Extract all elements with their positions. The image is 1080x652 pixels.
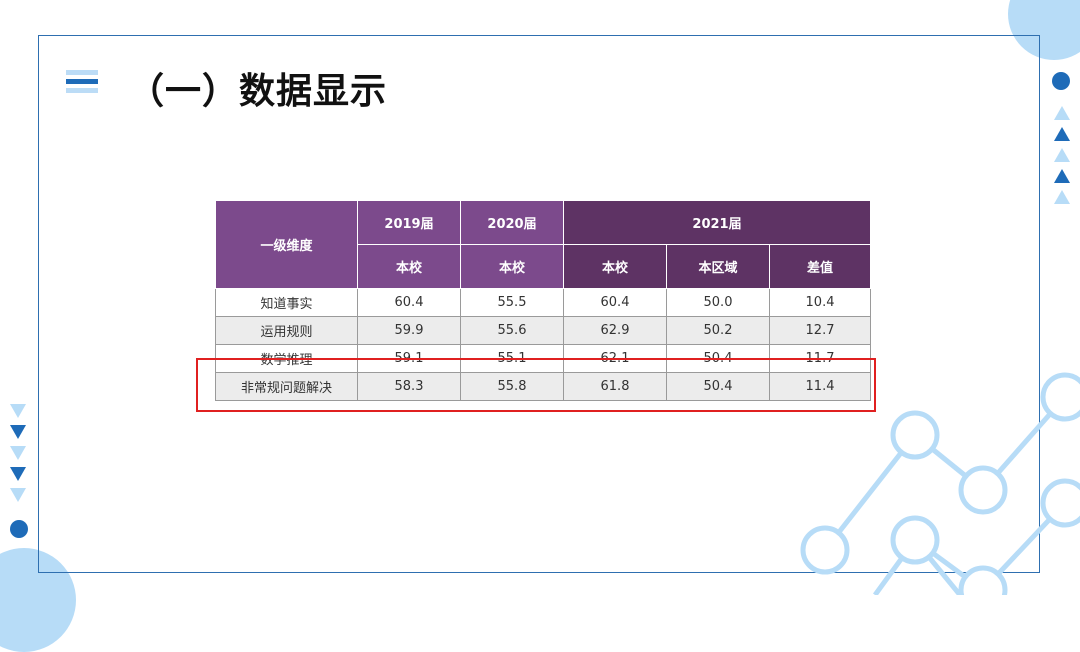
- header-year: 2021届: [562, 200, 872, 245]
- table-cell: 60.4: [563, 288, 667, 317]
- triangle-up-icon: [1054, 148, 1070, 162]
- triangle-down-icon: [10, 488, 26, 502]
- table-cell: 55.6: [460, 316, 564, 345]
- table-row: 知道事实 60.4 55.5 60.4 50.0 10.4: [215, 288, 872, 317]
- table-row: 运用规则 59.9 55.6 62.9 50.2 12.7: [215, 316, 872, 345]
- table-cell: 59.9: [357, 316, 461, 345]
- triangle-up-icon: [1054, 190, 1070, 204]
- table-cell: 50.2: [666, 316, 770, 345]
- triangle-down-icon: [10, 467, 26, 481]
- sub-header: 本区域: [666, 244, 770, 289]
- page-title: （一）数据显示: [128, 70, 388, 112]
- table-cell: 12.7: [768, 316, 872, 345]
- slide-frame: [38, 35, 1040, 573]
- sub-header: 本校: [460, 244, 564, 289]
- triangle-up-icon: [1054, 106, 1070, 120]
- table-cell: 10.4: [768, 288, 872, 317]
- right-dot-icon: [1052, 72, 1070, 90]
- table-cell: 50.0: [666, 288, 770, 317]
- triangle-up-icon: [1054, 127, 1070, 141]
- menu-lines-icon: [66, 70, 98, 96]
- sub-header: 差值: [768, 244, 872, 289]
- table-cell: 61.8: [563, 372, 667, 401]
- table-cell: 58.3: [357, 372, 461, 401]
- triangle-down-icon: [10, 404, 26, 418]
- header-year: 2020届: [460, 200, 564, 245]
- table-cell: 60.4: [357, 288, 461, 317]
- table-row: 非常规问题解决 58.3 55.8 61.8 50.4 11.4: [215, 372, 872, 401]
- network-graph-decoration: [800, 372, 1080, 595]
- sub-header: 本校: [357, 244, 461, 289]
- table-cell: 55.8: [460, 372, 564, 401]
- header-dimension: 一级维度: [215, 200, 358, 289]
- triangle-down-icon: [10, 446, 26, 460]
- sub-header: 本校: [563, 244, 667, 289]
- table-cell: 62.9: [563, 316, 667, 345]
- triangle-down-icon: [10, 425, 26, 439]
- left-dot-icon: [10, 520, 28, 538]
- highlight-box: [196, 358, 876, 412]
- table-cell: 11.4: [768, 372, 872, 401]
- row-label: 运用规则: [215, 316, 358, 345]
- row-label: 知道事实: [215, 288, 358, 317]
- table-cell: 50.4: [666, 372, 770, 401]
- triangle-up-icon: [1054, 169, 1070, 183]
- data-table: 一级维度 2019届 2020届 2021届 本校 本校 本校 本区域 差值 知…: [215, 200, 872, 401]
- table-cell: 55.5: [460, 288, 564, 317]
- header-year: 2019届: [357, 200, 461, 245]
